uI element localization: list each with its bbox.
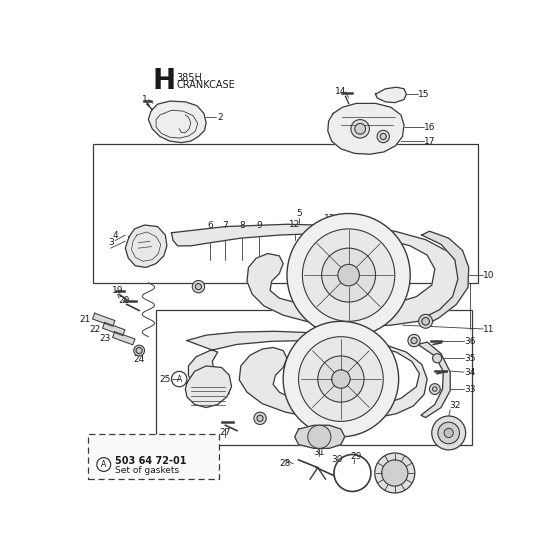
Text: 5: 5 xyxy=(296,209,302,218)
Text: 2: 2 xyxy=(217,113,223,122)
Circle shape xyxy=(283,321,399,437)
Polygon shape xyxy=(328,104,404,154)
Text: 24: 24 xyxy=(133,355,145,365)
Circle shape xyxy=(411,338,417,344)
Circle shape xyxy=(430,384,440,394)
Circle shape xyxy=(380,133,386,139)
Circle shape xyxy=(192,281,204,293)
Circle shape xyxy=(134,345,144,356)
Text: 3: 3 xyxy=(108,238,114,248)
Circle shape xyxy=(351,119,370,138)
Text: 7: 7 xyxy=(222,221,228,230)
Text: 12: 12 xyxy=(289,220,300,229)
Circle shape xyxy=(298,337,383,422)
Circle shape xyxy=(382,460,408,486)
Circle shape xyxy=(318,356,364,402)
Text: 6: 6 xyxy=(207,221,213,230)
Bar xyxy=(93,144,478,283)
Circle shape xyxy=(195,283,202,290)
Circle shape xyxy=(308,425,331,449)
Circle shape xyxy=(444,428,453,437)
Text: 23: 23 xyxy=(100,334,111,343)
Text: CRANKCASE: CRANKCASE xyxy=(176,80,235,90)
Text: 34: 34 xyxy=(465,367,476,377)
Circle shape xyxy=(438,422,459,444)
Text: 14: 14 xyxy=(335,87,347,96)
Text: 27: 27 xyxy=(220,428,231,437)
Text: A: A xyxy=(101,460,106,469)
Text: 385H: 385H xyxy=(176,73,202,83)
Text: 10: 10 xyxy=(483,270,494,279)
Text: 17: 17 xyxy=(424,137,435,146)
Text: 16: 16 xyxy=(424,123,435,132)
Text: 31: 31 xyxy=(314,447,325,457)
Circle shape xyxy=(377,130,389,143)
Text: 15: 15 xyxy=(418,90,430,99)
Text: 32: 32 xyxy=(449,402,460,410)
Text: 37: 37 xyxy=(127,441,139,451)
Circle shape xyxy=(321,248,376,302)
Text: 30: 30 xyxy=(332,455,343,464)
Text: 19: 19 xyxy=(112,286,123,295)
Text: H: H xyxy=(152,67,175,95)
Circle shape xyxy=(136,347,142,354)
Text: 36: 36 xyxy=(464,337,476,346)
Polygon shape xyxy=(422,231,469,325)
Polygon shape xyxy=(418,342,450,418)
Text: 4: 4 xyxy=(113,231,118,240)
Text: 1: 1 xyxy=(142,95,148,104)
Circle shape xyxy=(338,264,360,286)
Polygon shape xyxy=(171,224,460,326)
Text: 25: 25 xyxy=(160,375,171,384)
Circle shape xyxy=(302,229,395,321)
Circle shape xyxy=(287,213,410,337)
Text: 28: 28 xyxy=(280,459,291,468)
Polygon shape xyxy=(148,101,206,143)
Text: 503 64 72-01: 503 64 72-01 xyxy=(115,456,186,466)
Polygon shape xyxy=(92,313,115,326)
Bar xyxy=(156,310,472,445)
Text: 11: 11 xyxy=(483,324,494,334)
Circle shape xyxy=(254,412,266,424)
Text: 26: 26 xyxy=(328,324,339,334)
Polygon shape xyxy=(376,87,407,102)
Circle shape xyxy=(422,318,430,325)
Circle shape xyxy=(332,370,350,388)
Text: 35: 35 xyxy=(464,354,476,363)
Text: 29: 29 xyxy=(351,451,362,460)
Text: 13: 13 xyxy=(324,214,335,223)
Text: Set of gaskets: Set of gaskets xyxy=(115,466,179,475)
Circle shape xyxy=(432,416,465,450)
Text: 21: 21 xyxy=(80,315,91,324)
Polygon shape xyxy=(185,366,231,408)
Polygon shape xyxy=(295,425,345,449)
Text: 22: 22 xyxy=(90,324,101,334)
Circle shape xyxy=(355,123,366,134)
Polygon shape xyxy=(187,332,427,420)
Circle shape xyxy=(257,416,263,422)
Polygon shape xyxy=(125,225,167,267)
Text: 33: 33 xyxy=(464,385,476,394)
Text: 9: 9 xyxy=(256,221,262,230)
Circle shape xyxy=(432,387,437,391)
Text: 20: 20 xyxy=(118,296,129,305)
Circle shape xyxy=(375,453,415,493)
Circle shape xyxy=(432,354,442,363)
Circle shape xyxy=(408,334,420,347)
FancyBboxPatch shape xyxy=(88,435,219,479)
Text: A: A xyxy=(176,375,182,384)
Polygon shape xyxy=(113,332,135,345)
Polygon shape xyxy=(102,323,125,335)
Text: 8: 8 xyxy=(240,221,245,230)
Circle shape xyxy=(419,314,432,328)
